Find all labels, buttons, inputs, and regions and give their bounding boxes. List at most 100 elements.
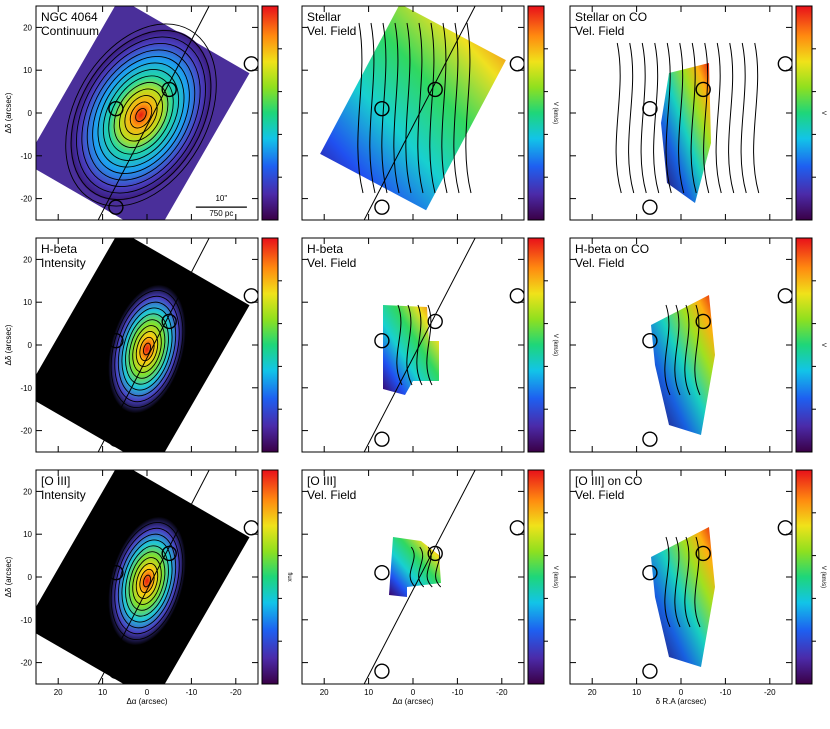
intensity-contour-1 [142,342,152,356]
panel-8: [O III]Vel. Field 20 10 0 -10 -20 Δα (arcsec) V… [301,469,558,706]
colorbar [527,5,545,221]
panel-title-line: Vel. Field [307,488,356,502]
reference-circle [642,101,658,117]
x-tick-label: 10 [364,688,373,697]
hbeta-contour-2 [416,304,423,386]
y-tick-label: -10 [20,616,32,625]
x-axis-label: Δα (arcsec) [392,697,433,706]
hbeta-velocity-map [383,305,439,395]
continuum-contour-1 [135,108,147,122]
panel-title-line: Continuum [41,24,99,38]
oiii-contour-0 [409,546,416,588]
gas-contour-1 [674,536,681,628]
intensity-contour-10 [110,521,184,641]
isovelocity-contour-7 [441,22,448,194]
intensity-contour-10 [110,289,184,409]
panel-title-line: [O III] on CO [575,474,642,488]
continuum-contour-8 [97,62,185,168]
y-axis-label: Δδ (arcsec) [4,556,13,597]
y-tick-label: 0 [28,341,33,350]
scale-bar-top-label: 10" [215,194,227,203]
colorbar [527,469,545,685]
reference-circle [374,101,390,117]
panel-title-line: Stellar [307,10,341,24]
reference-circle [642,199,658,215]
reference-circle [374,199,390,215]
reference-circle [695,81,711,98]
reference-circle [108,663,124,679]
panel-title-line: Vel. Field [307,24,356,38]
gas-contour-3 [694,536,701,628]
intensity-contour-6 [125,313,169,385]
major-axis-line [363,238,476,452]
panel-image [642,288,792,447]
isovelocity-contour-6 [429,22,436,194]
colorbar-label: V [820,343,826,347]
y-tick-label: 0 [28,109,33,118]
intensity-contour-12 [103,278,191,420]
isovelocity-contour-5 [417,22,424,194]
reference-circle [509,56,524,72]
x-tick-label: -20 [230,688,242,697]
y-axis-label: Δδ (arcsec) [4,324,13,365]
major-axis-line [363,470,476,684]
intensity-contour-4 [132,557,162,605]
colorbar [795,469,813,685]
reference-circle [161,313,177,330]
y-tick-label: -10 [20,384,32,393]
major-axis-line [97,470,210,684]
co-velocity-map [651,295,715,435]
x-tick-label: 10 [632,688,641,697]
continuum-contour-2 [129,101,153,129]
reference-circle [374,663,390,679]
x-tick-label: 0 [145,688,150,697]
panel-title-line: H-beta on CO [575,242,649,256]
panel-image [642,520,792,679]
hbeta-contour-0 [396,304,403,386]
isovelocity-contour-4 [405,22,412,194]
colorbar-label: V [820,111,826,115]
reference-circle [243,520,258,536]
y-tick-label: 0 [28,573,33,582]
intensity-contour-4 [132,325,162,373]
scale-bar-bottom-label: 750 pc [209,209,233,218]
reference-circle [777,56,792,72]
panel-image [363,470,524,684]
y-tick-label: -20 [20,427,32,436]
panel-image [36,6,258,220]
intensity-contour-7 [121,307,173,391]
y-tick-label: 10 [23,530,32,539]
y-tick-label: -10 [20,152,32,161]
x-tick-label: -10 [186,688,198,697]
panel-7: [O III]Intensity 20 10 0 -10 -20 Δδ (arcsec) 20… [4,469,292,706]
colorbar-label: V (km/s) [820,566,826,588]
intensity-core [108,516,186,646]
reference-circle [108,101,124,117]
colorbar [795,237,813,453]
panel-title-line: Intensity [41,488,86,502]
y-tick-label: 10 [23,66,32,75]
intensity-contour-1 [142,574,152,588]
gas-contour-3 [694,304,701,396]
reference-circle [427,545,443,562]
oiii-contour-1 [418,546,425,588]
reference-circle [427,313,443,330]
y-tick-label: 20 [23,255,32,264]
continuum-contour-9 [92,56,190,174]
hbeta-contour-1 [406,304,413,386]
stellar-contour-9 [728,42,735,194]
continuum-contour-13 [70,29,212,201]
co-velocity-map [661,63,711,203]
colorbar [527,237,545,453]
continuum-contour-3 [124,95,158,135]
x-tick-label: 20 [320,688,329,697]
panel-image [320,6,524,220]
intensity-contour-8 [117,301,177,397]
stellar-contour-8 [715,42,722,194]
reference-circle [509,288,524,304]
